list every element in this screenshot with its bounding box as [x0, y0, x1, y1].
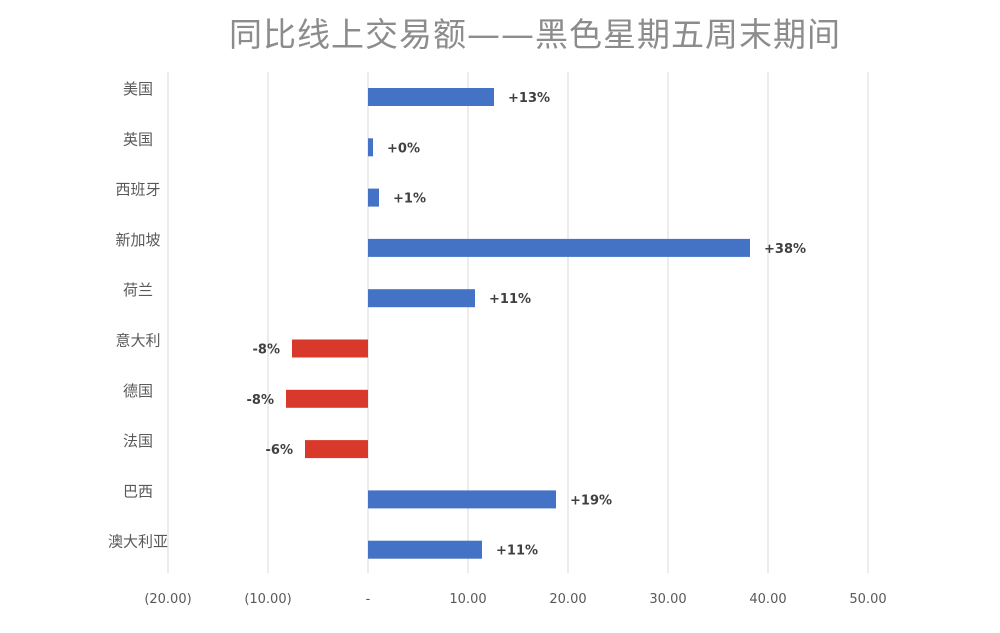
- category-label: 澳大利亚: [108, 533, 168, 551]
- bar: [368, 88, 494, 106]
- data-label: +1%: [393, 192, 426, 207]
- data-label: -6%: [266, 443, 293, 458]
- category-label: 法国: [123, 432, 153, 450]
- data-label: -8%: [253, 343, 280, 358]
- category-label: 意大利: [115, 332, 160, 350]
- category-label: 德国: [123, 382, 153, 400]
- category-label: 美国: [123, 80, 153, 98]
- bar: [292, 339, 368, 358]
- data-label: +11%: [489, 292, 531, 307]
- bar: [368, 540, 482, 559]
- data-label: +0%: [387, 141, 420, 156]
- x-tick-label: -: [366, 592, 371, 607]
- x-tick-label: (20.00): [144, 592, 191, 607]
- data-label: +11%: [496, 544, 538, 559]
- category-label: 荷兰: [123, 281, 153, 299]
- category-label: 西班牙: [115, 181, 160, 199]
- x-tick-label: 10.00: [449, 592, 486, 607]
- category-label: 巴西: [123, 482, 153, 500]
- x-tick-label: 40.00: [749, 592, 786, 607]
- data-label: +13%: [508, 91, 550, 106]
- bar: [286, 389, 368, 408]
- bar: [368, 289, 475, 308]
- bar: [368, 138, 373, 157]
- data-label: +19%: [570, 493, 612, 508]
- data-label: +38%: [764, 242, 806, 257]
- x-tick-label: (10.00): [244, 592, 291, 607]
- data-label: -8%: [247, 393, 274, 408]
- category-label: 英国: [123, 130, 153, 148]
- bar: [368, 490, 556, 509]
- bar: [368, 238, 750, 257]
- category-label: 新加坡: [115, 231, 160, 249]
- chart-title: 同比线上交易额——黑色星期五周末期间: [229, 15, 841, 54]
- bar: [368, 188, 379, 207]
- x-tick-label: 20.00: [549, 592, 586, 607]
- x-tick-label: 30.00: [649, 592, 686, 607]
- bar: [305, 440, 368, 459]
- x-tick-label: 50.00: [849, 592, 886, 607]
